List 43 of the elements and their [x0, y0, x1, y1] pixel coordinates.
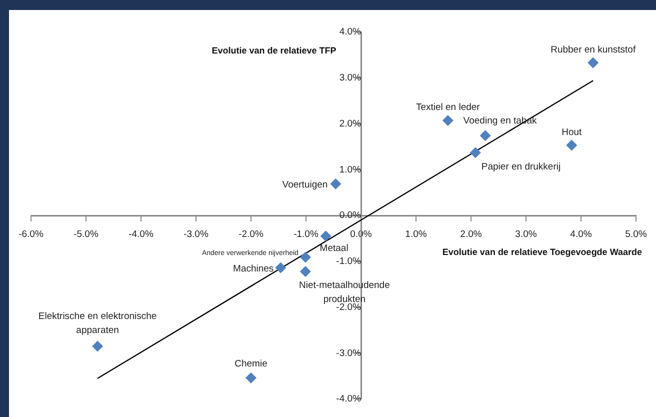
- x-tick-label: -6.0%: [18, 228, 44, 240]
- x-tick-label: -1.0%: [294, 228, 319, 240]
- y-tick-label: 2.0%: [339, 118, 362, 130]
- annotation: Metaal: [320, 242, 348, 254]
- annotation: Hout: [562, 126, 582, 138]
- point: [300, 266, 311, 277]
- annotation: Papier en drukkerij: [481, 161, 561, 172]
- point: [480, 130, 491, 142]
- y-tick-label: 1.0%: [339, 164, 362, 176]
- y-tick-label: 0.0%: [339, 210, 362, 222]
- x-tick-label: -5.0%: [74, 228, 99, 240]
- x-tick-label: 2.0%: [460, 228, 482, 240]
- annotation: Elektrische en elektronische apparaten: [38, 310, 157, 336]
- x-tick-label: 1.0%: [405, 228, 428, 240]
- y-axis-title: Evolutie van de relatieve TFP: [212, 45, 336, 56]
- point: [588, 57, 599, 68]
- point: [566, 140, 578, 151]
- x-tick-label: -4.0%: [128, 228, 154, 240]
- point: [246, 372, 256, 384]
- y-tick-label: 4.0%: [339, 26, 362, 38]
- point: [275, 262, 286, 274]
- point: [320, 230, 332, 242]
- y-tick-label: 3.0%: [339, 72, 362, 84]
- x-tick-label: -2.0%: [238, 228, 264, 240]
- point: [300, 252, 311, 263]
- point: [470, 147, 481, 158]
- x-tick-label: 5.0%: [625, 228, 648, 240]
- x-axis-title: Evolutie van de relatieve Toegevoegde Waarde: [442, 246, 642, 257]
- annotation: Chemie: [234, 358, 268, 370]
- y-tick-label: -4.0%: [336, 394, 362, 405]
- point: [442, 115, 454, 126]
- x-tick-label: 4.0%: [570, 228, 592, 240]
- x-tick-label: 3.0%: [515, 228, 538, 240]
- annotation: Machines: [233, 263, 274, 274]
- annotation: Textiel en leder: [416, 102, 480, 114]
- x-tick-label: 0.0%: [350, 228, 372, 240]
- x-tick-label: -3.0%: [184, 228, 209, 240]
- y-tick-label: -3.0%: [336, 348, 362, 359]
- point: [92, 340, 104, 352]
- annotation: Voertuigen: [282, 179, 328, 190]
- point: [330, 178, 342, 190]
- y-tick-label: -1.0%: [336, 256, 362, 267]
- annotation: Rubber en kunststof: [550, 44, 636, 56]
